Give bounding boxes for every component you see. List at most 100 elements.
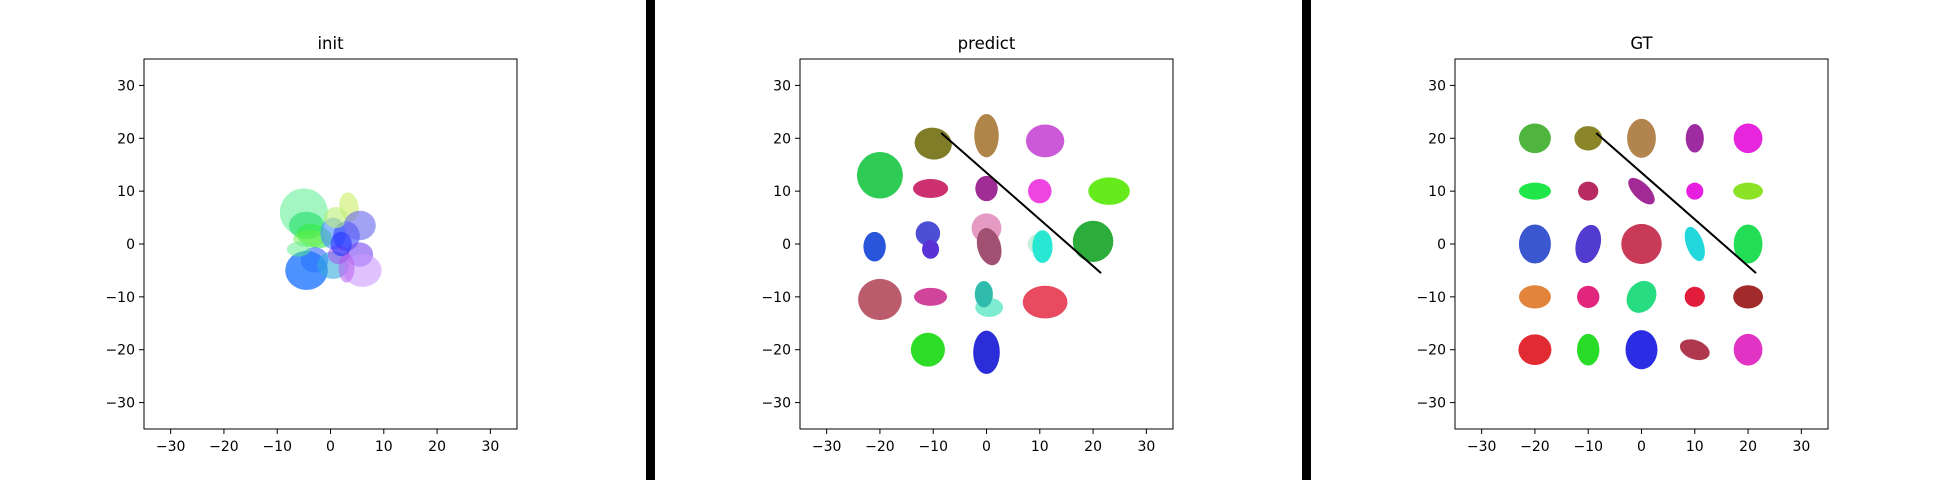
ellipse-12 xyxy=(922,239,940,259)
divider-right xyxy=(1302,0,1311,480)
x-tick-label: 20 xyxy=(428,439,446,455)
ellipse-17 xyxy=(330,231,352,257)
panel-title: predict xyxy=(958,34,1016,53)
x-tick-label: −30 xyxy=(812,439,842,455)
x-tick-label: 30 xyxy=(481,439,499,455)
ellipse-5 xyxy=(975,175,998,202)
y-tick-label: 20 xyxy=(1428,131,1446,147)
ellipse-22 xyxy=(973,330,1000,375)
ellipse-0 xyxy=(914,127,952,160)
x-tick-label: 20 xyxy=(1739,439,1757,455)
y-tick-label: 10 xyxy=(773,184,791,200)
x-tick-label: −20 xyxy=(865,439,895,455)
ellipse-15 xyxy=(1518,285,1551,309)
y-tick-label: −10 xyxy=(105,290,135,306)
panel-gt: −30 −20 −10 0 10 20 30 −30 −20 −10 0 10 20 30 GT xyxy=(1416,34,1829,455)
x-tick-label: 10 xyxy=(375,439,393,455)
x-tick-label: −10 xyxy=(918,439,948,455)
ellipse-7 xyxy=(324,207,348,229)
y-tick-label: 30 xyxy=(117,78,135,94)
ellipse-8 xyxy=(1686,182,1704,200)
ellipse-23 xyxy=(1679,339,1710,361)
ellipse-7 xyxy=(1088,177,1130,205)
ellipse-21 xyxy=(1577,333,1600,366)
trajectory-line xyxy=(1595,132,1757,274)
ellipse-1 xyxy=(1574,126,1603,151)
y-tick-label: −30 xyxy=(105,396,135,412)
ellipse-4 xyxy=(1733,123,1763,154)
ellipse-9 xyxy=(1733,182,1763,200)
y-tick-label: −20 xyxy=(105,343,135,359)
ellipse-3 xyxy=(857,152,903,199)
x-tick-label: −20 xyxy=(209,439,239,455)
ellipse-22 xyxy=(1625,330,1658,370)
ellipse-19 xyxy=(1733,285,1763,309)
ellipse-16 xyxy=(1577,285,1600,308)
ellipse-10 xyxy=(1518,224,1551,264)
ellipse-11 xyxy=(285,250,328,290)
y-tick-label: 30 xyxy=(773,78,791,94)
x-tick-label: −30 xyxy=(156,439,186,455)
ellipse-group xyxy=(279,188,382,290)
x-tick-label: 30 xyxy=(1137,439,1155,455)
ellipse-3 xyxy=(1685,124,1704,153)
y-tick-label: 10 xyxy=(1428,184,1446,200)
ellipse-1 xyxy=(974,113,999,158)
ellipse-12 xyxy=(1621,223,1662,265)
ellipse-14 xyxy=(1733,224,1763,264)
ellipse-19 xyxy=(974,281,993,308)
panel-title: init xyxy=(317,34,344,53)
ellipse-13 xyxy=(1684,226,1705,262)
ellipse-4 xyxy=(912,178,949,199)
ellipse-11 xyxy=(1575,224,1602,264)
panel-title: GT xyxy=(1630,34,1653,53)
y-tick-label: −30 xyxy=(761,396,791,412)
ellipse-16 xyxy=(858,278,902,321)
x-tick-label: 10 xyxy=(1031,439,1049,455)
ellipse-15 xyxy=(1032,230,1053,264)
ellipse-11 xyxy=(863,231,886,262)
y-tick-label: −10 xyxy=(1416,290,1446,306)
ellipse-17 xyxy=(914,287,948,306)
x-tick-label: −30 xyxy=(1467,439,1497,455)
ellipse-2 xyxy=(1025,124,1065,158)
panels: −30 −20 −10 0 10 20 30−30−20−100102030init−30−… xyxy=(105,34,1829,455)
ellipse-group xyxy=(1518,118,1763,370)
x-tick-label: −10 xyxy=(1573,439,1603,455)
ellipse-6 xyxy=(1028,178,1052,204)
ellipse-5 xyxy=(1518,182,1551,200)
ellipse-17 xyxy=(1626,280,1657,313)
ellipse-13 xyxy=(976,228,1002,266)
x-tick-label: 10 xyxy=(1686,439,1704,455)
ellipse-10 xyxy=(1072,220,1114,262)
x-tick-label: 0 xyxy=(1637,439,1646,455)
ellipse-8 xyxy=(915,221,941,246)
ellipse-6 xyxy=(1578,181,1599,201)
x-tick-label: 20 xyxy=(1084,439,1102,455)
x-tick-label: 0 xyxy=(982,439,991,455)
ellipse-20 xyxy=(1022,285,1068,319)
y-tick-label: 0 xyxy=(1437,237,1446,253)
x-tick-label: 30 xyxy=(1792,439,1810,455)
ellipse-group xyxy=(857,113,1130,375)
y-tick-label: −30 xyxy=(1416,396,1446,412)
y-tick-label: 20 xyxy=(117,131,135,147)
ellipse-8 xyxy=(343,210,376,241)
panel-init: −30 −20 −10 0 10 20 30 −30 −20 −10 0 10 20 30 init xyxy=(105,34,518,455)
ellipse-18 xyxy=(1684,286,1705,307)
y-tick-label: 10 xyxy=(117,184,135,200)
y-tick-label: 30 xyxy=(1428,78,1446,94)
y-tick-label: 20 xyxy=(773,131,791,147)
y-tick-label: −10 xyxy=(761,290,791,306)
ellipse-16 xyxy=(286,241,311,257)
ellipse-7 xyxy=(1628,177,1655,205)
x-tick-label: −20 xyxy=(1520,439,1550,455)
ellipse-24 xyxy=(1733,333,1763,366)
panel-predict: −30 −20 −10 0 10 20 30 −30 −20 −10 0 10 20 30 predict xyxy=(761,34,1174,455)
y-tick-label: 0 xyxy=(126,237,135,253)
y-tick-label: 0 xyxy=(782,237,791,253)
ellipse-20 xyxy=(1518,334,1552,366)
ellipse-21 xyxy=(910,332,945,367)
y-tick-label: −20 xyxy=(761,343,791,359)
